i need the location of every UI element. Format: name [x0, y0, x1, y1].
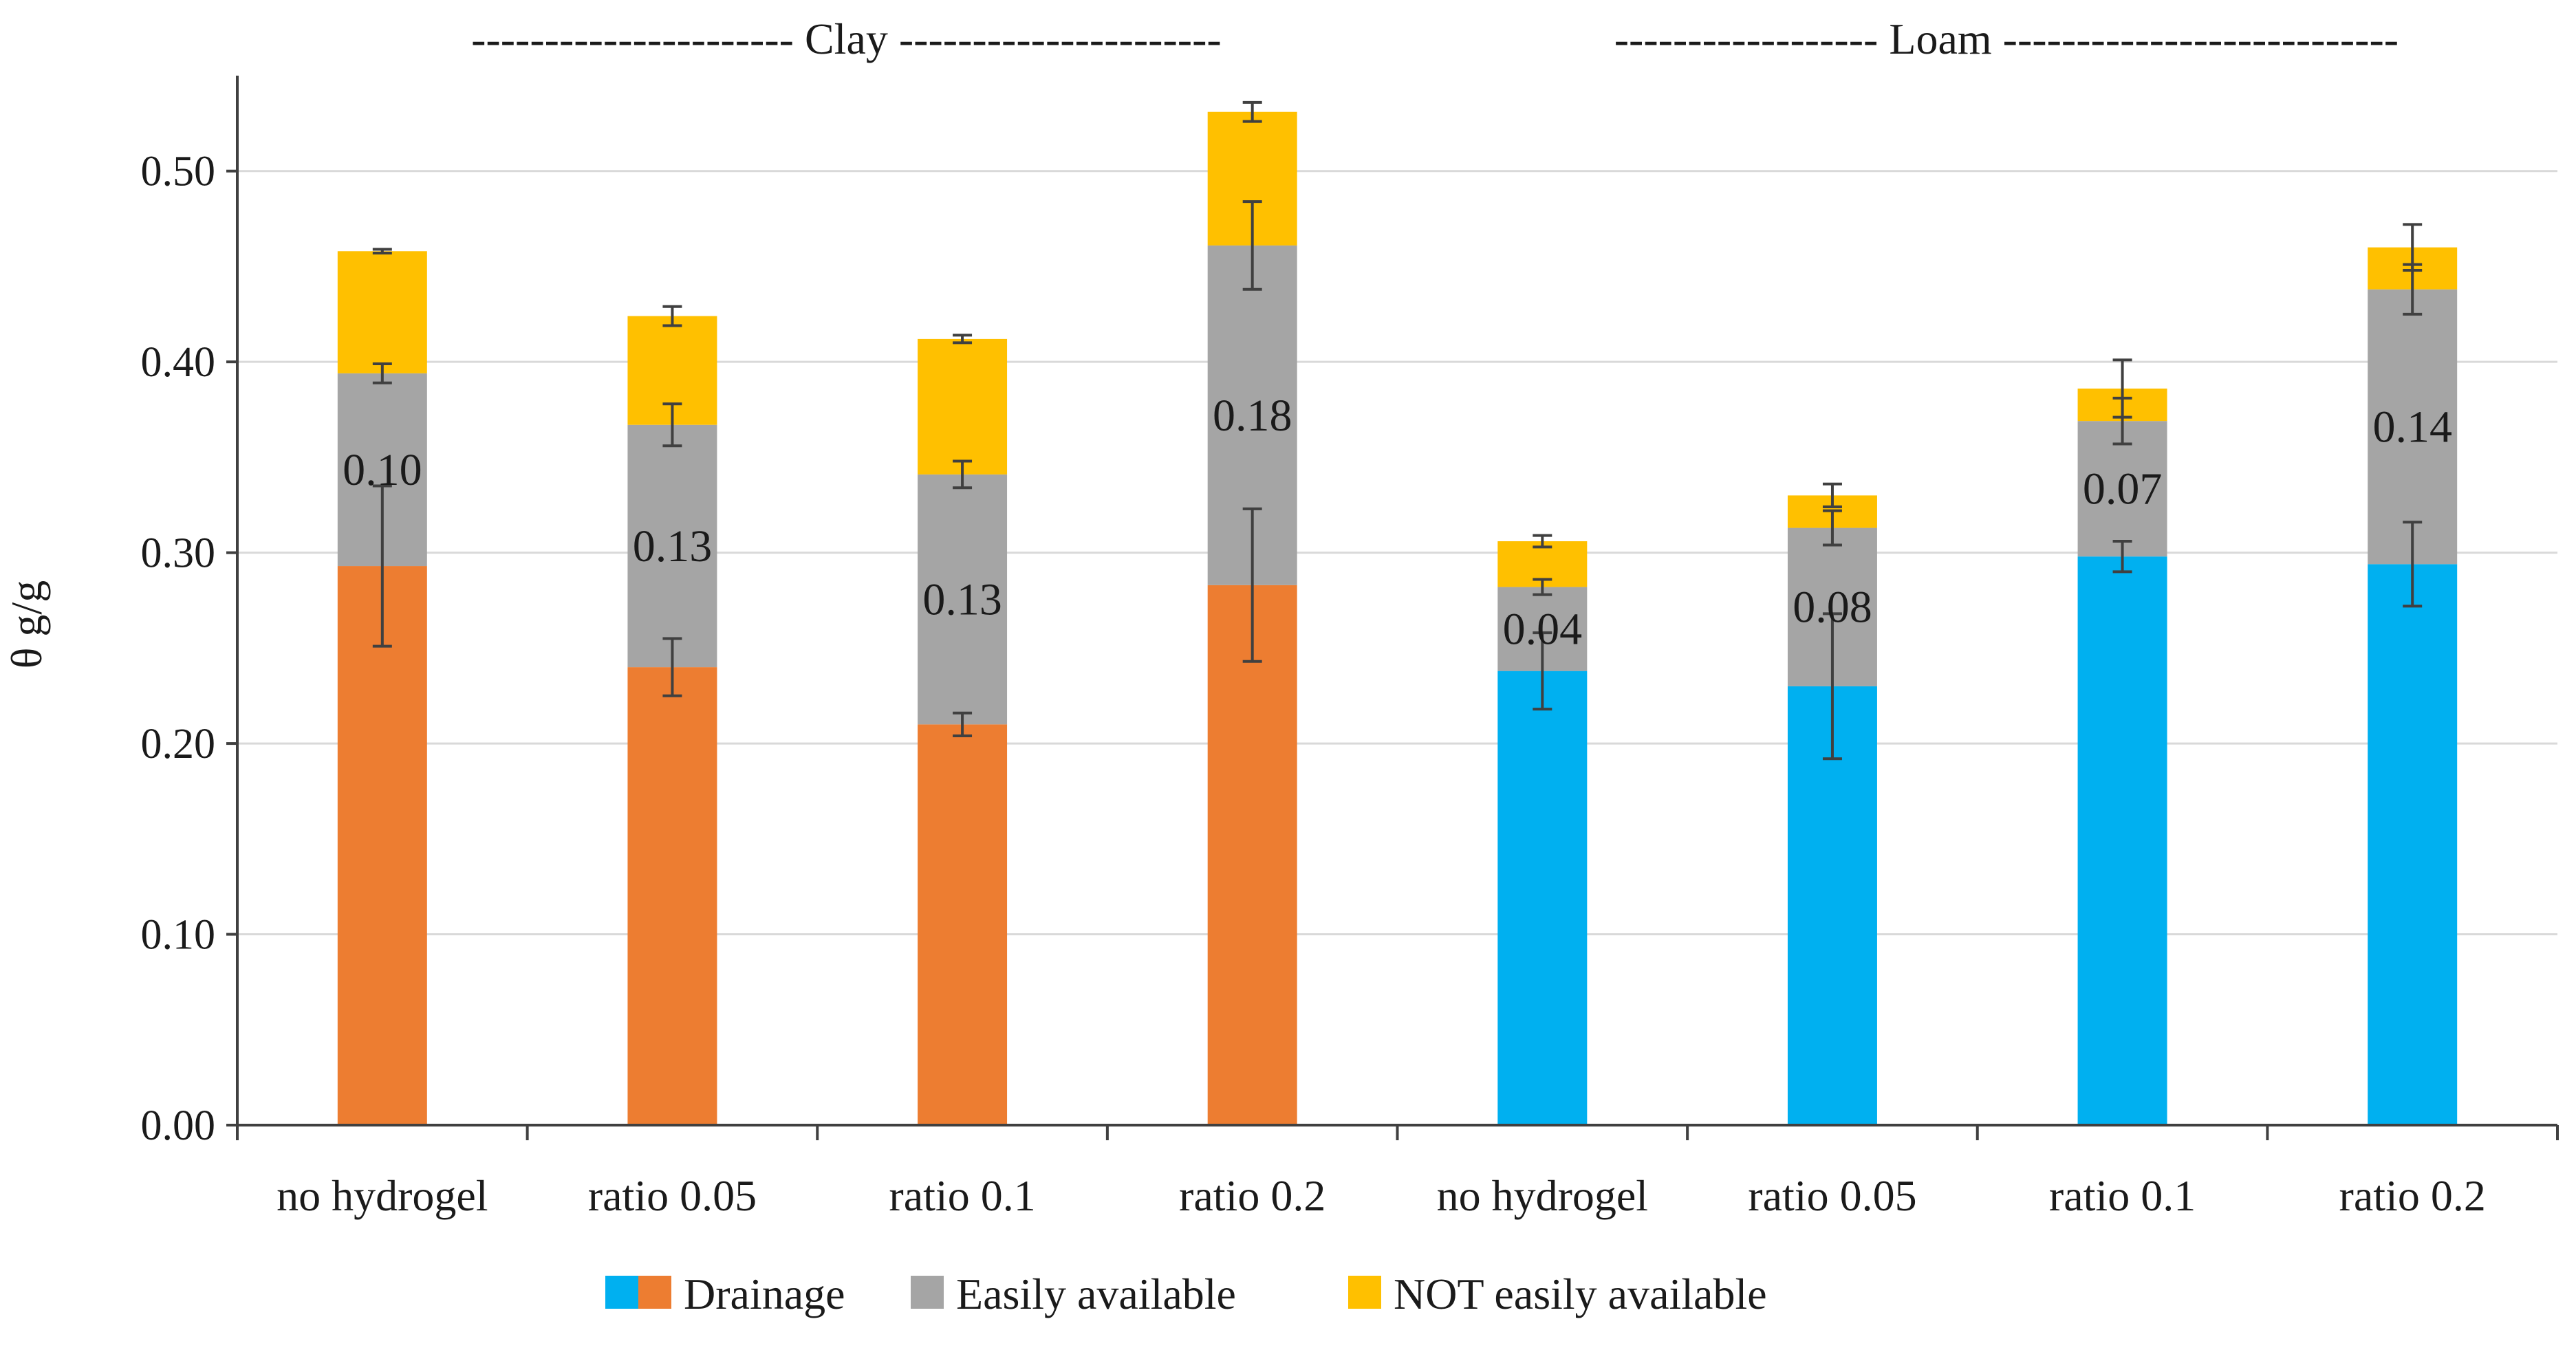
bar-segment-not-easily-available: [918, 338, 1008, 475]
group-header-clay: ---------------------- Clay ------------…: [471, 14, 1222, 63]
data-label: 0.13: [922, 575, 1002, 625]
gridlines: [237, 170, 2557, 936]
y-tick-label: 0.10: [141, 912, 216, 959]
y-tick-label: 0.50: [141, 149, 216, 195]
x-category-label: ratio 0.2: [1179, 1171, 1325, 1220]
x-category-label: ratio 0.05: [588, 1171, 757, 1220]
bar-segment-not-easily-available: [337, 251, 427, 373]
bar-segment-drainage: [1497, 671, 1588, 1125]
x-category-label: ratio 0.05: [1748, 1171, 1916, 1220]
legend-swatch: [638, 1276, 671, 1309]
y-tick-label: 0.20: [141, 721, 216, 767]
bar-segment-drainage: [627, 667, 717, 1125]
y-tick-label: 0.00: [141, 1102, 216, 1149]
data-label: 0.13: [633, 521, 713, 571]
x-category-label: ratio 0.1: [889, 1171, 1035, 1220]
error-bars: [372, 100, 2423, 761]
data-label: 0.14: [2372, 402, 2452, 453]
bar-segment-easily-available: [918, 474, 1008, 725]
group-headers: ---------------------- Clay ------------…: [471, 14, 2399, 63]
y-tick-label: 0.40: [141, 339, 216, 386]
bar-segment-easily-available: [2368, 289, 2458, 565]
y-axis-label: θ g/g: [2, 580, 51, 668]
legend-swatch: [1348, 1276, 1381, 1309]
legend: Drainage Easily available NOT easily avail…: [605, 1270, 1767, 1318]
bar-segment-drainage: [918, 724, 1008, 1125]
bar-segment-drainage: [2077, 556, 2167, 1125]
bar-segment-drainage: [2368, 564, 2458, 1125]
x-category-label: no hydrogel: [277, 1171, 488, 1220]
bar-segment-drainage: [1207, 585, 1297, 1125]
data-labels: 0.10 0.13 0.13 0.18 0.04 0.08 0.07 0.14: [343, 391, 2452, 655]
x-category-label: ratio 0.1: [2049, 1171, 2196, 1220]
data-label: 0.10: [343, 445, 422, 495]
group-header-loam: ------------------ Loam ----------------…: [1614, 14, 2399, 63]
data-label: 0.04: [1503, 605, 1583, 655]
axes: 0.00 0.10 0.20 0.30 0.40 0.50 no hydrogel ratio…: [141, 76, 2559, 1220]
bar-segment-drainage: [337, 566, 427, 1125]
bars: [337, 111, 2458, 1125]
legend-swatch: [605, 1276, 638, 1309]
data-label: 0.08: [1793, 583, 1872, 633]
x-category-label: no hydrogel: [1437, 1171, 1649, 1220]
legend-label: Drainage: [684, 1270, 845, 1318]
legend-label: Easily available: [956, 1270, 1236, 1318]
legend-swatch: [911, 1276, 944, 1309]
data-label: 0.18: [1213, 391, 1292, 441]
bar-segment-easily-available: [627, 424, 717, 668]
legend-label: NOT easily available: [1394, 1270, 1767, 1318]
data-label: 0.07: [2083, 464, 2163, 514]
x-category-label: ratio 0.2: [2339, 1171, 2486, 1220]
y-tick-label: 0.30: [141, 530, 216, 577]
